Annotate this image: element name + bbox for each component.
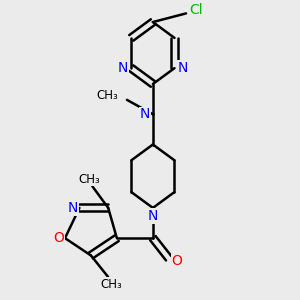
Text: N: N: [118, 61, 128, 75]
Text: O: O: [53, 231, 64, 245]
Text: N: N: [177, 61, 188, 75]
Text: CH₃: CH₃: [97, 89, 118, 102]
Text: O: O: [171, 254, 182, 268]
Text: N: N: [140, 107, 150, 121]
Text: CH₃: CH₃: [100, 278, 122, 291]
Text: Cl: Cl: [189, 3, 203, 17]
Text: CH₃: CH₃: [79, 172, 101, 186]
Text: N: N: [148, 209, 158, 223]
Text: N: N: [68, 201, 78, 215]
